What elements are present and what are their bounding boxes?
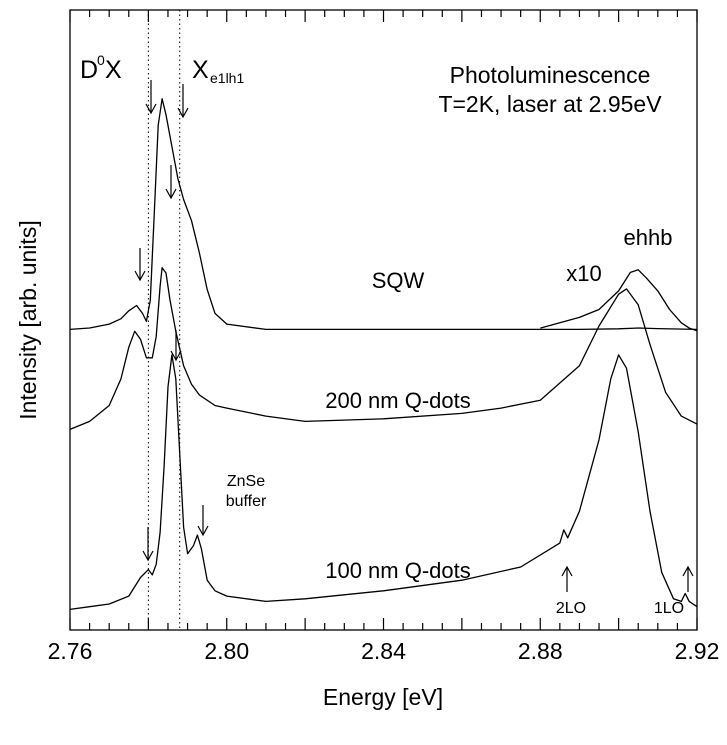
arrow-head — [134, 270, 146, 282]
arrow-head — [561, 565, 573, 577]
y-axis-label: Intensity [arb. units] — [15, 220, 41, 419]
xe1lh1-label: X e1lh1 — [192, 56, 244, 86]
x10-label: x10 — [566, 261, 601, 286]
znse-label-line1: ZnSe — [227, 473, 265, 490]
series-line — [69, 98, 698, 331]
x-tick-label: 2.80 — [204, 638, 249, 664]
d0x-sup: 0 — [97, 52, 105, 68]
x-tick-label: 2.88 — [518, 638, 563, 664]
d0x-tail: X — [105, 56, 122, 84]
series-line — [540, 269, 698, 332]
znse-label-line2: buffer — [226, 493, 267, 510]
2lo-label: 2LO — [556, 600, 586, 617]
x-tick-label: 2.92 — [675, 638, 720, 664]
arrow-head — [170, 350, 182, 362]
spectra-series — [69, 98, 698, 611]
x-axis-label: Energy [eV] — [323, 684, 443, 710]
qd100-label: 100 nm Q-dots — [325, 558, 471, 583]
d0x-label: D 0 X — [80, 52, 122, 84]
x-tick-label: 2.84 — [361, 638, 406, 664]
axis-ticks — [69, 10, 698, 630]
x-tick-label: 2.76 — [48, 638, 93, 664]
arrow-head — [142, 550, 154, 562]
peak-arrows — [134, 80, 694, 592]
ehhb-label: ehhb — [624, 225, 673, 250]
arrow-head — [197, 525, 209, 537]
reference-lines — [147, 10, 181, 630]
series-line — [69, 354, 698, 611]
xe-sub: e1lh1 — [210, 70, 244, 86]
1lo-label: 1LO — [654, 600, 684, 617]
arrow-head — [165, 188, 177, 200]
series-line — [69, 267, 698, 431]
x-tick-labels: 2.76 2.80 2.84 2.88 2.92 — [48, 638, 720, 664]
title-line-2: T=2K, laser at 2.95eV — [438, 91, 662, 117]
arrow-head — [682, 565, 694, 577]
xe-main: X — [192, 56, 209, 84]
d0x-main: D — [80, 56, 98, 84]
sqw-label: SQW — [372, 268, 425, 293]
arrow-head — [177, 107, 189, 119]
arrow-head — [145, 103, 157, 115]
qd200-label: 200 nm Q-dots — [325, 388, 471, 413]
title-line-1: Photoluminescence — [450, 62, 651, 88]
